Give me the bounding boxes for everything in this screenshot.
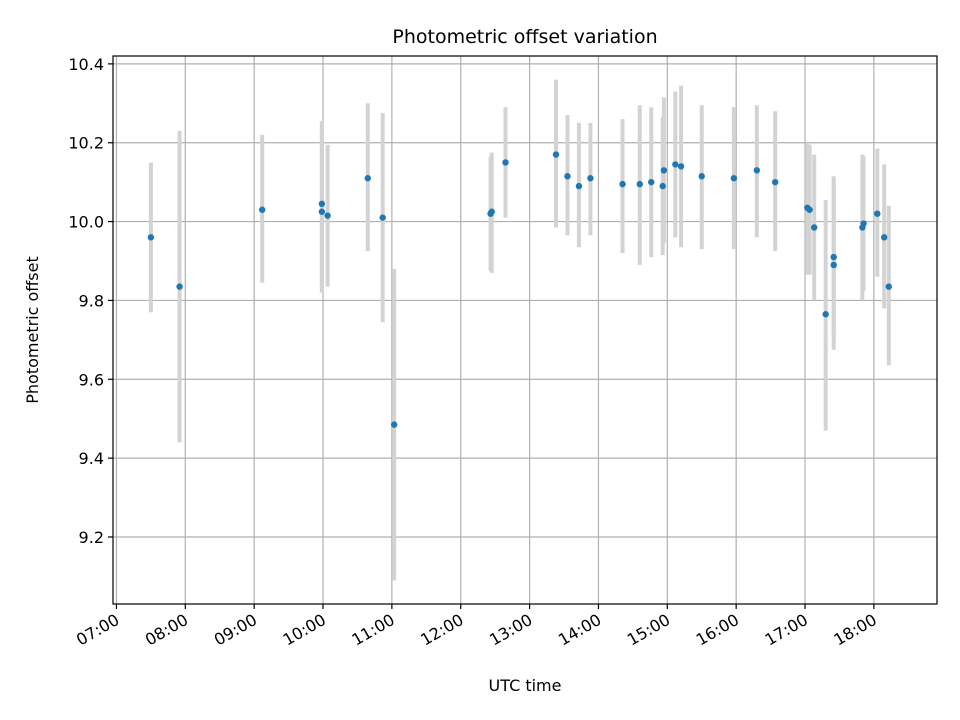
data-point — [364, 175, 371, 182]
data-point — [636, 180, 643, 188]
data-point — [318, 208, 326, 215]
data-point — [147, 234, 155, 241]
data-point — [648, 178, 655, 186]
data-point — [575, 182, 583, 190]
data-point — [874, 210, 881, 217]
data-point — [552, 151, 560, 158]
chart-title: Photometric offset variation — [392, 26, 657, 48]
data-point — [830, 253, 837, 261]
grid-lines — [113, 56, 937, 604]
data-point — [672, 161, 679, 168]
data-point — [677, 163, 685, 170]
data-point — [390, 421, 398, 428]
data-point — [564, 173, 571, 180]
data-point — [885, 283, 892, 290]
data-point — [324, 212, 331, 219]
data-point — [659, 182, 666, 190]
plot-area-frame — [112, 55, 938, 605]
y-tick-label: 9.8 — [79, 291, 104, 310]
y-tick-label: 10.0 — [68, 213, 104, 232]
data-point — [753, 167, 761, 174]
y-tick-label: 10.2 — [68, 134, 104, 153]
y-axis-label: Photometric offset — [23, 256, 42, 404]
x-axis-label: UTC time — [489, 676, 562, 695]
data-point — [587, 175, 594, 182]
data-point — [860, 220, 867, 227]
data-point — [660, 167, 668, 174]
data-point — [258, 206, 266, 213]
data-point — [730, 175, 738, 182]
y-tick-label: 10.4 — [68, 55, 104, 74]
data-point — [176, 283, 183, 290]
data-points — [147, 151, 892, 428]
data-point — [830, 261, 837, 269]
data-point — [881, 234, 888, 241]
data-point — [502, 159, 509, 166]
data-point — [488, 208, 495, 215]
data-point — [811, 224, 818, 231]
y-tick-label: 9.6 — [79, 370, 104, 389]
data-point — [619, 180, 626, 188]
data-point — [318, 200, 326, 208]
data-point — [771, 178, 779, 186]
y-tick-label: 9.2 — [79, 528, 104, 547]
y-tick-label: 9.4 — [79, 449, 104, 468]
data-point — [379, 214, 386, 221]
data-point — [698, 173, 705, 180]
data-point — [822, 311, 829, 318]
data-point — [806, 206, 813, 213]
